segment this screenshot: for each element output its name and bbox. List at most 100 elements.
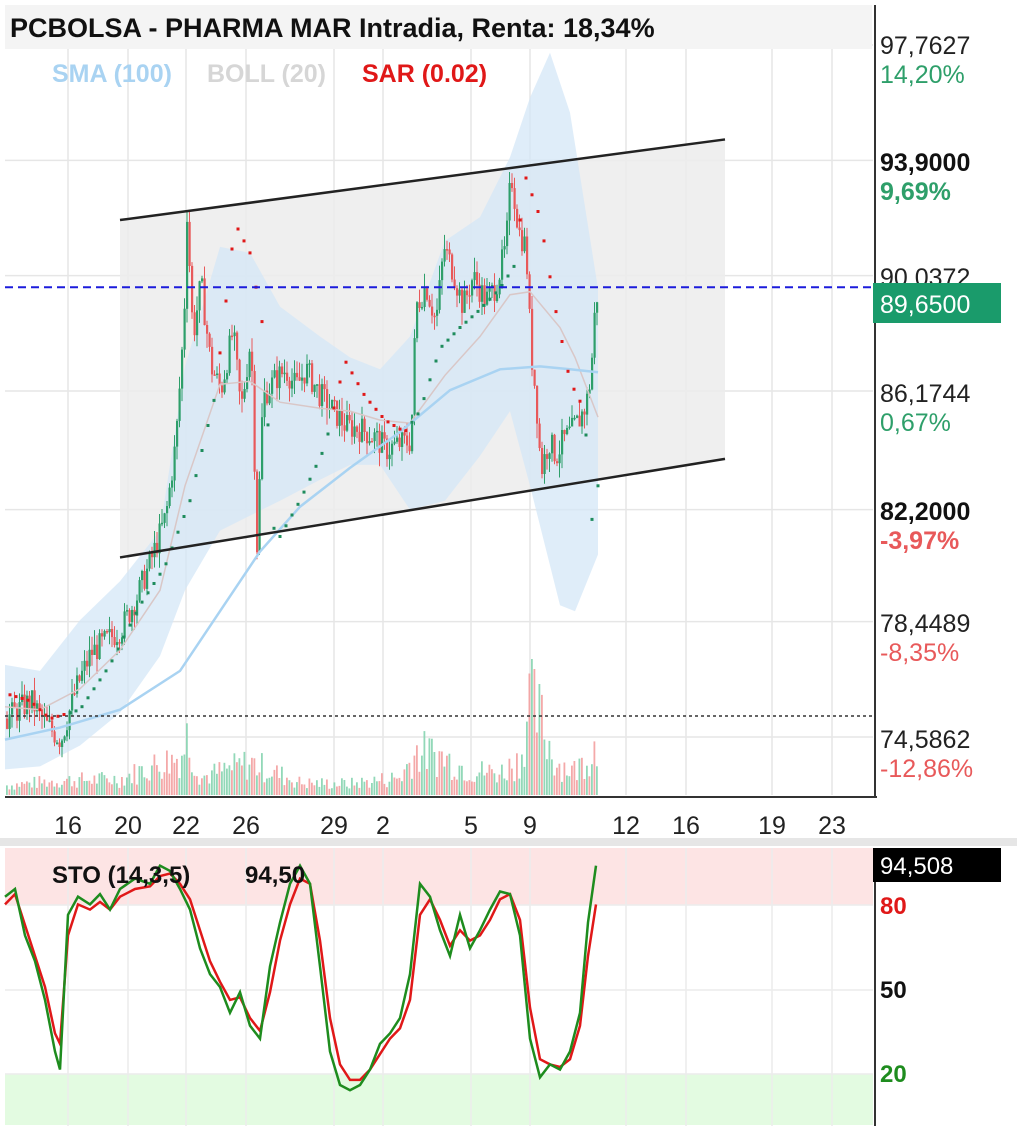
candle-body <box>108 629 111 633</box>
stochastic-label: STO (14,3,5) <box>52 862 190 889</box>
volume-bar <box>13 789 16 795</box>
volume-bar <box>448 753 451 795</box>
volume-bar <box>258 772 261 795</box>
volume-bar <box>451 780 453 795</box>
candle-body <box>258 479 261 553</box>
candle-body <box>476 272 479 285</box>
volume-bar <box>526 721 528 795</box>
volume-bar <box>281 766 283 795</box>
candle-body <box>316 384 319 386</box>
panel-separator <box>0 838 1017 846</box>
volume-bar <box>593 741 596 795</box>
volume-bar <box>446 755 448 795</box>
volume-bar <box>381 773 383 795</box>
candle-body <box>588 389 591 394</box>
volume-bar <box>578 758 581 795</box>
candle-body <box>571 417 574 427</box>
volume-bar <box>198 784 201 795</box>
price-tick-label: 82,2000 <box>880 498 970 526</box>
candle-body <box>546 454 549 459</box>
candle-body <box>436 309 439 316</box>
candle-body <box>523 236 526 252</box>
candle-body <box>511 183 514 189</box>
volume-bar <box>48 782 51 795</box>
candle-body <box>416 302 419 339</box>
candle-body <box>521 230 524 252</box>
volume-bar <box>596 766 598 795</box>
price-tick-percent: -12,86% <box>880 755 973 783</box>
candle-body <box>221 385 224 393</box>
candle-body <box>388 454 391 460</box>
sar-dot <box>104 669 108 673</box>
volume-bar <box>481 761 483 795</box>
volume-bar <box>581 757 583 795</box>
volume-bar <box>466 781 468 795</box>
candle-body <box>356 426 359 432</box>
sar-dot <box>278 535 282 538</box>
sar-dot <box>590 517 594 521</box>
candle-body <box>446 249 449 251</box>
volume-bar <box>93 775 96 795</box>
channel-upper-line <box>119 138 726 222</box>
volume-bar <box>161 778 163 795</box>
candle-body <box>78 675 81 681</box>
volume-bar <box>416 745 418 795</box>
candle-body <box>191 265 194 313</box>
candle-body <box>563 430 566 435</box>
volume-bar <box>38 776 41 795</box>
volume-bar <box>156 765 158 795</box>
price-tick-label: 97,7627 <box>880 32 970 60</box>
candle-body <box>163 513 166 523</box>
candle-body <box>361 418 364 442</box>
candle-body <box>516 208 519 228</box>
sar-dot <box>314 464 318 468</box>
sar-dot <box>506 274 510 278</box>
volume-bar <box>308 778 311 795</box>
volume-bar <box>238 758 241 795</box>
candle-body <box>531 308 534 370</box>
candle-body <box>398 437 401 447</box>
volume-bar <box>191 772 193 795</box>
candle-body <box>168 487 171 506</box>
sar-dot <box>20 696 24 700</box>
volume-bar <box>441 751 443 795</box>
candle-body <box>243 389 246 399</box>
sar-dot <box>392 424 396 427</box>
candle-body <box>66 730 69 737</box>
sar-dot <box>416 412 420 416</box>
candle-body <box>26 695 29 715</box>
candle-body <box>596 302 599 313</box>
sar-dot <box>548 275 552 279</box>
volume-bar <box>453 776 456 795</box>
candle-body <box>183 308 186 350</box>
volume-bar <box>101 772 103 795</box>
volume-bar <box>338 785 341 795</box>
sar-dot <box>434 359 438 363</box>
volume-bar <box>326 779 328 795</box>
candle-body <box>323 384 326 390</box>
candle-body <box>536 385 539 424</box>
volume-bar <box>498 774 501 795</box>
sar-dot <box>542 239 546 243</box>
volume-bar <box>186 723 188 795</box>
candle-body <box>231 335 234 338</box>
candle-body <box>478 284 481 302</box>
sar-dot <box>512 264 516 268</box>
volume-bar <box>463 780 466 795</box>
candle-body <box>156 542 159 554</box>
candle-body <box>396 437 399 442</box>
sar-dot <box>560 340 564 343</box>
candle-body <box>206 325 209 334</box>
candle-body <box>211 346 214 375</box>
volume-bar <box>6 785 8 795</box>
candle-body <box>188 221 191 266</box>
candle-body <box>286 372 289 381</box>
candle-body <box>101 633 104 637</box>
volume-bar <box>473 781 476 795</box>
volume-bar <box>271 776 273 795</box>
candle-body <box>178 388 181 421</box>
price-axis-ticks: 97,762714,20%93,90009,69%90,037286,17440… <box>880 32 973 783</box>
volume-bar <box>146 778 148 795</box>
volume-bar <box>178 778 181 795</box>
volume-bar <box>23 783 26 795</box>
